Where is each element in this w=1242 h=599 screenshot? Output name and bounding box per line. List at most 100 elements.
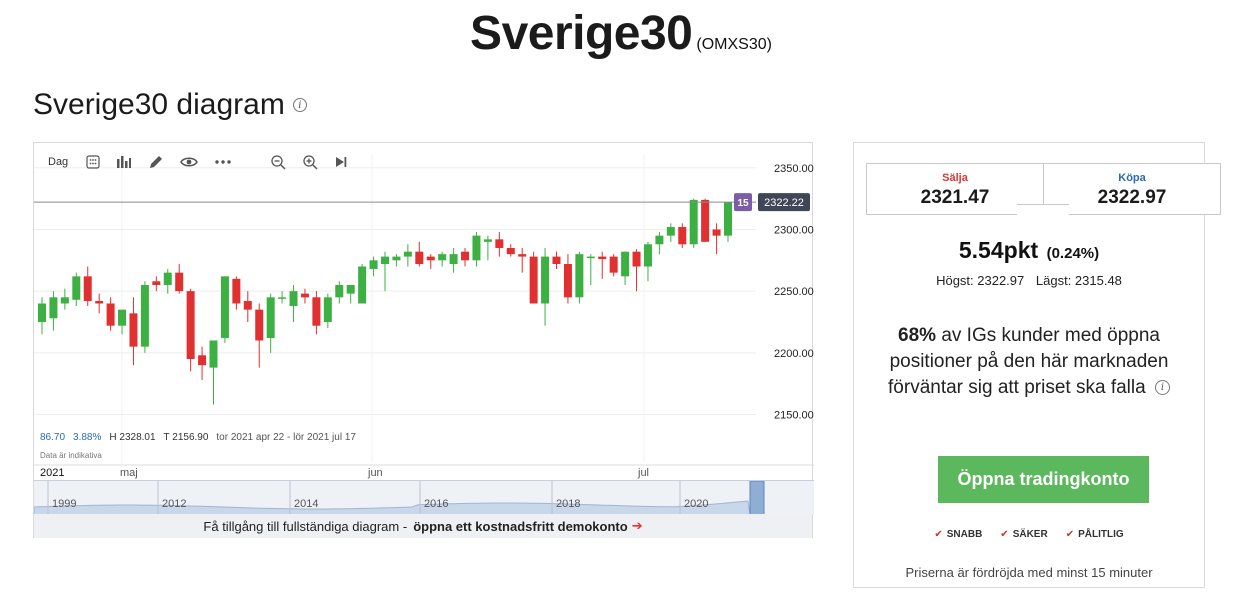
banner-text: Få tillgång till fullständiga diagram - [203, 518, 408, 534]
candle-body [632, 251, 641, 267]
x-axis-label: jul [637, 467, 649, 479]
candle-body [60, 297, 69, 304]
buy-button[interactable]: Köpa 2322.97 [1043, 163, 1221, 215]
day-high: Högst: 2322.97 [936, 273, 1025, 288]
candle-body [666, 227, 675, 236]
candle-body [563, 264, 572, 298]
navigator-chart[interactable]: 1999 2012 2014 2016 2018 2020 [33, 480, 814, 516]
candle-body [586, 256, 595, 259]
badge-reliable: ✔ PÅLITLIG [1065, 529, 1124, 540]
change-points: 5.54pkt [958, 237, 1039, 263]
candle-body [461, 251, 470, 261]
y-tick-label: 2300.00 [774, 224, 814, 236]
candle-body [232, 278, 241, 304]
page-title: Sverige30 [470, 7, 693, 60]
page-header: Sverige30 (OMXS30) [0, 6, 1242, 61]
more-icon[interactable] [206, 147, 240, 177]
candle-body [49, 297, 58, 319]
demo-account-link[interactable]: öppna ett kostnadsfritt demokonto [413, 518, 628, 534]
candle-body [140, 284, 149, 347]
candle-body [655, 235, 664, 245]
period-low: T 2156.90 [163, 432, 209, 443]
day-low: Lägst: 2315.48 [1035, 273, 1122, 288]
bar-chart-icon[interactable] [108, 147, 140, 177]
candle-body [369, 260, 378, 269]
check-icon: ✔ [1000, 529, 1009, 540]
candle-body [381, 256, 389, 265]
zoom-in-icon[interactable] [294, 147, 326, 177]
badge-secure: ✔ SÄKER [1000, 529, 1048, 540]
info-icon[interactable]: i [1154, 380, 1170, 396]
navigator-handle [749, 480, 765, 516]
candle-body [38, 303, 46, 322]
interval-selector[interactable]: Dag [48, 156, 69, 168]
candle-body [358, 266, 367, 304]
zoom-out-icon[interactable] [262, 147, 294, 177]
candle-body [335, 284, 344, 298]
navigator-year-label: 2018 [556, 498, 580, 510]
indicative-note: Data är indikativa [40, 451, 102, 460]
calendar-grid-icon[interactable] [78, 147, 108, 177]
y-tick-label: 2150.00 [774, 409, 814, 421]
change-percent: (0.24%) [1046, 245, 1100, 262]
sentiment-percent: 68% [898, 325, 937, 346]
sell-button[interactable]: Sälja 2321.47 [866, 163, 1044, 215]
period-high: H 2328.01 [109, 432, 156, 443]
chart-section-title-text: Sverige30 diagram [33, 88, 285, 121]
instrument-code: (OMXS30) [696, 36, 772, 53]
candle-body [163, 272, 172, 285]
check-icon: ✔ [934, 529, 943, 540]
candle-body [289, 291, 298, 306]
candle-body [209, 340, 218, 368]
chart-section-title: Sverige30 diagram i [33, 88, 307, 122]
candle-body [495, 239, 504, 248]
sell-price: 2321.47 [920, 187, 990, 208]
candle-body [518, 254, 527, 257]
candle-body [529, 256, 538, 304]
candle-body [312, 297, 321, 326]
navigator-year-label: 2012 [162, 498, 186, 510]
candle-body [392, 256, 401, 261]
candle-body [266, 297, 275, 339]
demo-account-banner[interactable]: Få tillgång till fullständiga diagram - … [34, 514, 812, 538]
x-axis-label: maj [120, 467, 138, 479]
price-delay-note: Priserna är fördröjda med minst 15 minut… [905, 565, 1153, 580]
candle-body [152, 281, 161, 285]
arrow-right-icon[interactable]: ➔ [631, 518, 643, 533]
check-icon: ✔ [1065, 529, 1075, 540]
navigator-year-label: 2016 [424, 498, 448, 510]
candle-body [472, 235, 481, 261]
candle-body [175, 272, 184, 292]
candle-body [300, 293, 309, 298]
candle-body [346, 284, 355, 294]
badge-fast: ✔ SNABB [934, 529, 983, 540]
candle-body [220, 276, 229, 339]
candle-body [483, 239, 492, 242]
chart-panel: 2350.00 2300.00 2250.00 2200.00 2150.00 15 232… [33, 142, 814, 538]
eye-icon[interactable] [172, 147, 206, 177]
info-icon[interactable]: i [292, 98, 307, 112]
candle-body [712, 229, 721, 236]
open-trading-account-button[interactable]: Öppna tradingkonto [938, 456, 1149, 503]
navigator-strip[interactable]: 1999 2012 2014 2016 2018 2020 [33, 480, 814, 516]
period-range: tor 2021 apr 22 - lör 2021 jul 17 [216, 432, 356, 443]
candle-body [621, 251, 630, 277]
candle-body [426, 256, 435, 261]
pencil-icon[interactable] [140, 147, 172, 177]
sell-label: Sälja [942, 172, 968, 184]
candle-body [689, 199, 698, 245]
candle-body [72, 276, 81, 300]
price-chart[interactable]: 2350.00 2300.00 2250.00 2200.00 2150.00 15 232… [34, 143, 814, 480]
candle-body [678, 227, 687, 245]
candle-body [198, 355, 207, 366]
candle-body [186, 291, 195, 359]
candle-body [552, 256, 561, 265]
ohlc-summary: 86.70 3.88% H 2328.01 T 2156.90 tor 2021… [40, 432, 356, 443]
candle-body [609, 256, 618, 273]
candle-body [83, 276, 92, 302]
candle-body [449, 254, 458, 265]
candle-body [724, 202, 732, 236]
play-end-icon[interactable] [326, 147, 356, 177]
x-axis-label: jun [367, 467, 383, 479]
candle-body [278, 297, 287, 299]
